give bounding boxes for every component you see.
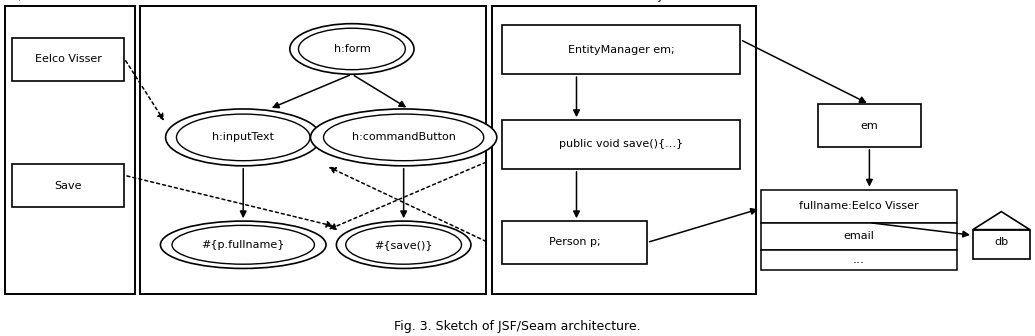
Ellipse shape [310, 109, 497, 166]
Ellipse shape [172, 225, 315, 264]
Ellipse shape [336, 221, 471, 268]
Text: public void save(){...}: public void save(){...} [559, 139, 683, 150]
Ellipse shape [346, 225, 462, 264]
Bar [12, 38, 124, 81]
Text: Fig. 3. Sketch of JSF/Seam architecture.: Fig. 3. Sketch of JSF/Seam architecture. [394, 320, 641, 333]
Bar [502, 25, 740, 74]
Ellipse shape [176, 114, 310, 161]
Text: #{p.fullname}: #{p.fullname} [202, 240, 285, 250]
Text: EditPersonBean.java: EditPersonBean.java [563, 0, 684, 2]
Bar [761, 223, 957, 250]
Text: #{save()}: #{save()} [375, 240, 433, 250]
Bar [973, 229, 1030, 259]
Text: /editPerson.seam: /editPerson.seam [19, 0, 121, 2]
Ellipse shape [160, 221, 326, 268]
Ellipse shape [166, 109, 321, 166]
Bar [502, 120, 740, 169]
Bar [502, 221, 647, 264]
Ellipse shape [324, 114, 483, 161]
Ellipse shape [298, 28, 406, 70]
Bar [140, 6, 486, 294]
Text: em: em [860, 121, 879, 131]
Bar [818, 104, 921, 147]
Text: h:commandButton: h:commandButton [352, 132, 455, 142]
Text: Person p;: Person p; [549, 238, 600, 247]
Bar [492, 6, 756, 294]
Ellipse shape [290, 24, 414, 74]
Text: fullname:Eelco Visser: fullname:Eelco Visser [799, 201, 919, 211]
Text: h:inputText: h:inputText [212, 132, 274, 142]
Polygon shape [973, 212, 1030, 229]
Text: Eelco Visser: Eelco Visser [35, 54, 101, 64]
Bar [761, 190, 957, 223]
Text: email: email [844, 231, 875, 241]
Text: db: db [995, 237, 1008, 247]
Bar [5, 6, 135, 294]
Text: h:form: h:form [333, 44, 371, 54]
Text: ...: ... [853, 253, 865, 266]
Text: EntityManager em;: EntityManager em; [567, 45, 675, 55]
Text: Save: Save [55, 180, 82, 191]
Bar [12, 164, 124, 207]
Bar [761, 250, 957, 270]
Text: editPerson.xhtml: editPerson.xhtml [263, 0, 363, 2]
